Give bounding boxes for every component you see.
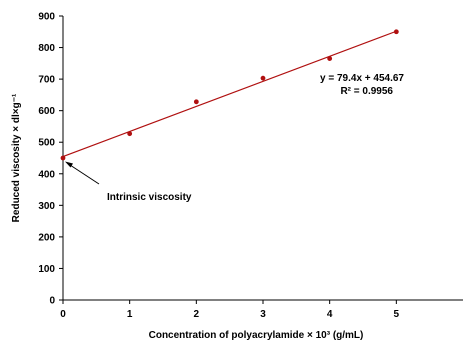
y-tick-label: 800 — [38, 43, 55, 54]
x-tick-label: 0 — [60, 309, 66, 320]
data-point — [193, 99, 199, 105]
y-tick-label: 500 — [38, 138, 55, 149]
y-tick-label: 200 — [38, 232, 55, 243]
x-tick-label: 3 — [260, 309, 266, 320]
data-point — [327, 56, 333, 61]
y-axis-label: Reduced viscosity × dl×g⁻¹ — [11, 93, 22, 222]
x-axis-ticks: 0 1 2 3 4 5 — [60, 300, 400, 320]
y-tick-label: 700 — [38, 75, 55, 86]
annotation-label: Intrinsic viscosity — [107, 192, 192, 203]
trend-equation: y = 79.4x + 454.67 — [320, 73, 404, 84]
y-tick-label: 400 — [38, 169, 55, 180]
y-tick-label: 300 — [38, 201, 55, 212]
annotation-arrow — [66, 162, 100, 185]
arrow-head — [65, 161, 73, 168]
y-axis-ticks: 0 100 200 300 400 500 600 700 800 900 — [38, 12, 63, 307]
data-point — [127, 131, 133, 137]
x-tick-label: 4 — [327, 309, 333, 320]
x-tick-label: 2 — [194, 309, 200, 320]
y-tick-label: 100 — [38, 264, 55, 275]
x-tick-label: 5 — [394, 309, 400, 320]
y-tick-label: 0 — [49, 296, 55, 307]
y-tick-label: 900 — [38, 12, 55, 23]
data-point — [60, 155, 66, 161]
data-point — [260, 75, 266, 81]
x-axis-label: Concentration of polyacrylamide × 10³ (g… — [149, 330, 364, 341]
data-point — [393, 29, 399, 35]
r-squared: R² = 0.9956 — [340, 86, 393, 97]
trendline — [62, 30, 397, 158]
x-tick-label: 1 — [127, 309, 133, 320]
data-points — [60, 29, 399, 161]
y-tick-label: 600 — [38, 106, 55, 117]
